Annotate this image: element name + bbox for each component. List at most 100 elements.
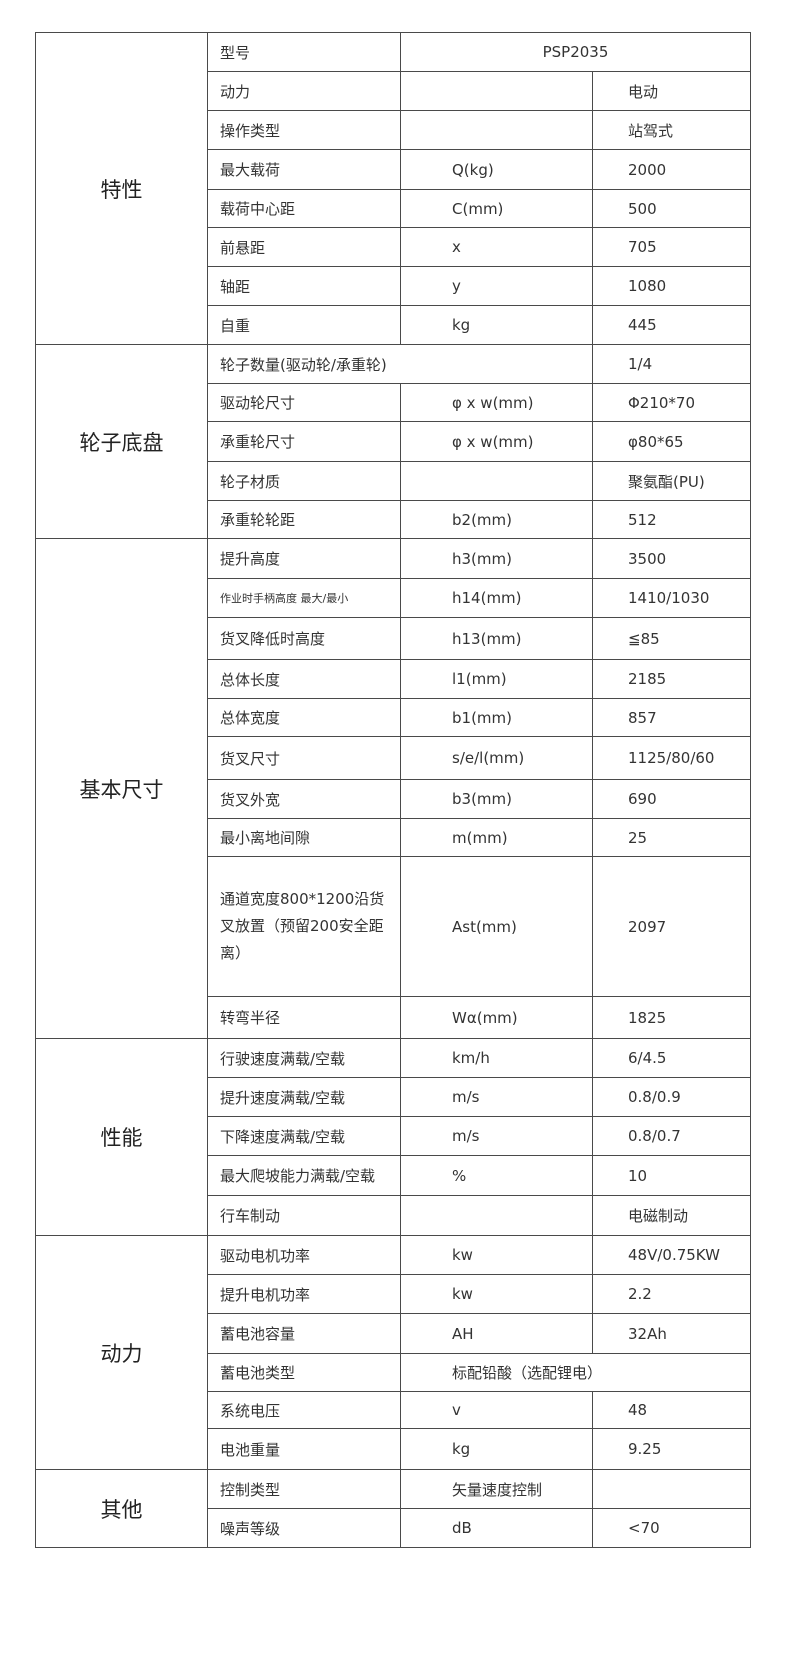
- spec-label: 蓄电池容量: [207, 1313, 401, 1354]
- table-row: 蓄电池类型 标配铅酸（选配锂电）: [36, 1353, 752, 1392]
- spec-value: 1410/1030: [591, 578, 752, 618]
- table-row: 轮子材质 聚氨酯(PU): [36, 461, 752, 501]
- spec-unit: [400, 71, 593, 111]
- spec-label: 作业时手柄高度 最大/最小: [207, 578, 401, 618]
- table-row: 系统电压 v 48: [36, 1391, 752, 1429]
- spec-value: 电磁制动: [591, 1195, 752, 1236]
- table-row: 自重 kg 445: [36, 305, 752, 345]
- spec-value: 48V/0.75KW: [591, 1235, 752, 1275]
- table-row: 噪声等级 dB <70: [36, 1508, 752, 1548]
- table-row: 行车制动 电磁制动: [36, 1195, 752, 1236]
- spec-value: 9.25: [591, 1428, 752, 1470]
- spec-unit: y: [400, 266, 593, 306]
- spec-label: 通道宽度800*1200沿货叉放置（预留200安全距离）: [207, 856, 401, 997]
- spec-value: 1080: [591, 266, 752, 306]
- table-row: 蓄电池容量 AH 32Ah: [36, 1313, 752, 1354]
- spec-unit: b3(mm): [400, 779, 593, 819]
- spec-value: PSP2035: [399, 32, 752, 72]
- section-title: 性能: [35, 1038, 208, 1236]
- table-row: 前悬距 x 705: [36, 227, 752, 267]
- spec-value: 2185: [591, 659, 752, 699]
- spec-unit: km/h: [400, 1038, 593, 1078]
- spec-label: 下降速度满载/空载: [207, 1116, 401, 1156]
- spec-label: 最大载荷: [207, 149, 401, 190]
- table-row: 总体长度 l1(mm) 2185: [36, 659, 752, 699]
- table-row: 货叉降低时高度 h13(mm) ≦85: [36, 617, 752, 660]
- spec-value: <70: [591, 1508, 752, 1548]
- spec-label: 转弯半径: [207, 996, 401, 1039]
- spec-value: 聚氨酯(PU): [591, 461, 752, 501]
- spec-label: 最大爬坡能力满载/空载: [207, 1155, 401, 1196]
- spec-unit: kg: [400, 1428, 593, 1470]
- spec-value: 10: [591, 1155, 752, 1196]
- spec-label: 轮子数量(驱动轮/承重轮): [207, 344, 593, 384]
- table-row: 性能 行驶速度满载/空载 km/h 6/4.5: [35, 1038, 752, 1236]
- spec-label: 提升速度满载/空载: [207, 1077, 401, 1117]
- spec-unit: [400, 461, 593, 501]
- table-row: 转弯半径 Wα(mm) 1825: [36, 996, 752, 1039]
- spec-unit: [400, 1195, 593, 1236]
- table-row: 提升速度满载/空载 m/s 0.8/0.9: [36, 1077, 752, 1117]
- spec-value: 电动: [591, 71, 752, 111]
- spec-label: 承重轮轮距: [207, 500, 401, 539]
- spec-unit: b1(mm): [400, 698, 593, 737]
- spec-unit: kw: [400, 1274, 593, 1314]
- spec-unit: 矢量速度控制: [400, 1469, 593, 1509]
- table-row: 作业时手柄高度 最大/最小 h14(mm) 1410/1030: [36, 578, 752, 618]
- spec-value: 0.8/0.9: [591, 1077, 752, 1117]
- table-row: 货叉尺寸 s/e/l(mm) 1125/80/60: [36, 736, 752, 780]
- spec-label: 系统电压: [207, 1391, 401, 1429]
- spec-value: 1125/80/60: [591, 736, 752, 780]
- spec-label: 总体长度: [207, 659, 401, 699]
- table-row: 基本尺寸 提升高度 h3(mm) 3500: [35, 538, 752, 1039]
- spec-label: 货叉降低时高度: [207, 617, 401, 660]
- spec-unit: m(mm): [400, 818, 593, 857]
- spec-value: 690: [591, 779, 752, 819]
- spec-value: 48: [591, 1391, 752, 1429]
- spec-label: 驱动轮尺寸: [207, 383, 401, 422]
- spec-value: 445: [591, 305, 752, 345]
- spec-label: 货叉尺寸: [207, 736, 401, 780]
- spec-unit: C(mm): [400, 189, 593, 228]
- section-title: 其他: [35, 1469, 208, 1548]
- spec-value: Φ210*70: [591, 383, 752, 422]
- spec-label: 噪声等级: [207, 1508, 401, 1548]
- spec-unit: φ x w(mm): [400, 383, 593, 422]
- spec-value: [591, 1469, 752, 1509]
- spec-value: 25: [591, 818, 752, 857]
- spec-unit: m/s: [400, 1077, 593, 1117]
- table-row: 最大载荷 Q(kg) 2000: [36, 149, 752, 190]
- table-row: 轮子底盘 轮子数量(驱动轮/承重轮) 1/4: [35, 344, 752, 539]
- spec-value: 1825: [591, 996, 752, 1039]
- spec-value: 2.2: [591, 1274, 752, 1314]
- spec-label: 驱动电机功率: [207, 1235, 401, 1275]
- spec-label: 行驶速度满载/空载: [207, 1038, 401, 1078]
- spec-value: 2097: [591, 856, 752, 997]
- spec-unit: l1(mm): [400, 659, 593, 699]
- spec-unit: kw: [400, 1235, 593, 1275]
- spec-label: 提升高度: [207, 538, 401, 579]
- spec-value: 857: [591, 698, 752, 737]
- spec-value: 500: [591, 189, 752, 228]
- table-row: 货叉外宽 b3(mm) 690: [36, 779, 752, 819]
- table-row: 驱动轮尺寸 φ x w(mm) Φ210*70: [36, 383, 752, 422]
- spec-value: 512: [591, 500, 752, 539]
- table-row: 载荷中心距 C(mm) 500: [36, 189, 752, 228]
- spec-label: 动力: [207, 71, 401, 111]
- spec-label: 行车制动: [207, 1195, 401, 1236]
- spec-unit: kg: [400, 305, 593, 345]
- table-row: 特性 型号 PSP2035: [35, 32, 752, 345]
- section-title: 轮子底盘: [35, 344, 208, 539]
- spec-label: 轴距: [207, 266, 401, 306]
- table-row: 电池重量 kg 9.25: [36, 1428, 752, 1470]
- spec-value: ≦85: [591, 617, 752, 660]
- spec-label: 蓄电池类型: [207, 1353, 401, 1392]
- spec-label: 前悬距: [207, 227, 401, 267]
- spec-value: 32Ah: [591, 1313, 752, 1354]
- spec-unit: h13(mm): [400, 617, 593, 660]
- spec-unit: Wα(mm): [400, 996, 593, 1039]
- table-row: 下降速度满载/空载 m/s 0.8/0.7: [36, 1116, 752, 1156]
- spec-label: 提升电机功率: [207, 1274, 401, 1314]
- spec-table-body: 特性 型号 PSP2035 动力 电动 操作类型 站驾式 最大载荷 Q(kg) 2000 载荷中心距…: [35, 32, 752, 1548]
- spec-value: 站驾式: [591, 110, 752, 150]
